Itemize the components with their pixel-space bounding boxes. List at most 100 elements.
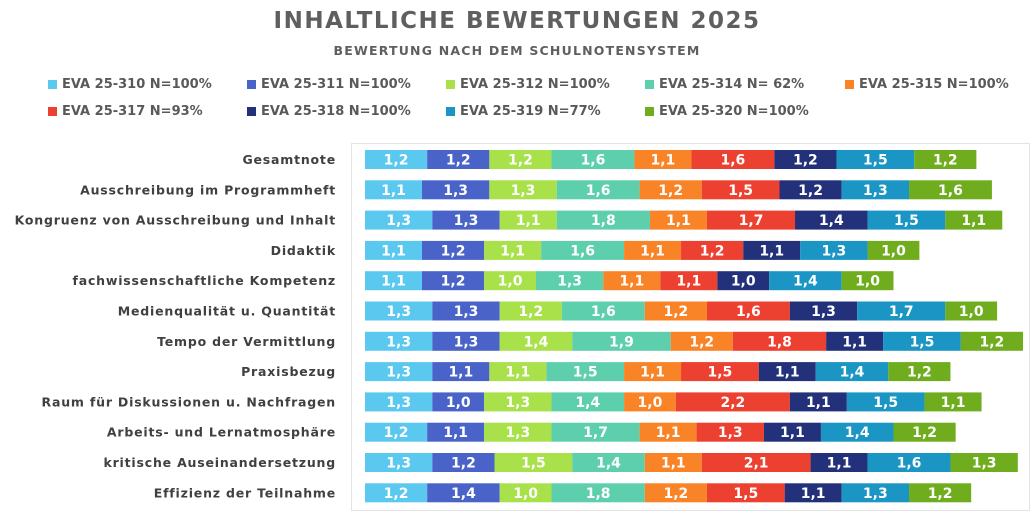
bar-segment <box>841 180 910 200</box>
category-label: Gesamtnote <box>242 152 336 167</box>
bar-segment <box>556 210 650 230</box>
bar-segment <box>551 483 645 503</box>
bar-segment <box>541 240 625 260</box>
bar-segment <box>624 362 682 382</box>
bar-segment <box>365 453 433 472</box>
legend-swatch <box>446 106 455 116</box>
legend-item: EVA 25-319 N=77% <box>446 103 601 119</box>
bar-segment <box>499 483 552 503</box>
category-label: Raum für Diskussionen u. Nachfragen <box>42 394 336 409</box>
legend-label: EVA 25-319 N=77% <box>460 103 601 119</box>
legend-item: EVA 25-318 N=100% <box>247 103 411 119</box>
legend-label: EVA 25-318 N=100% <box>261 103 411 119</box>
bar-segment <box>535 271 604 291</box>
bar-segment <box>484 392 552 412</box>
bar-segment <box>743 240 801 260</box>
data-label: 1,3 <box>863 486 888 502</box>
data-label: 1,2 <box>793 153 818 169</box>
bar-segment <box>701 180 780 200</box>
data-label: 1,3 <box>454 304 479 320</box>
data-label: 1,5 <box>894 213 919 229</box>
bar-segment <box>779 180 842 200</box>
data-label: 1,1 <box>801 486 826 502</box>
bar-segment <box>365 301 433 321</box>
data-label: 1,8 <box>591 213 616 229</box>
data-label: 1,3 <box>454 334 479 350</box>
legend-item: EVA 25-310 N=100% <box>48 76 212 92</box>
data-label: 1,2 <box>518 304 543 320</box>
data-label: 1,1 <box>640 243 665 259</box>
bar-segment <box>691 150 775 169</box>
bar-segment <box>639 180 702 200</box>
data-label: 1,2 <box>384 153 409 169</box>
bar-segment <box>763 422 821 442</box>
legend-item: EVA 25-317 N=93% <box>48 103 203 119</box>
data-label: 1,7 <box>583 425 608 441</box>
chart-subtitle: BEWERTUNG NACH DEM SCHULNOTENSYSTEM <box>333 43 701 58</box>
data-label: 1,1 <box>827 456 852 472</box>
data-label: 1,6 <box>591 304 616 320</box>
category-label: Arbeits- und Lernatmosphäre <box>107 425 336 440</box>
bar-segment <box>960 331 1023 351</box>
bar-segment <box>365 240 422 260</box>
data-label: 1,4 <box>793 274 818 290</box>
bar-segment <box>484 422 552 442</box>
data-label: 1,3 <box>386 213 411 229</box>
bar-segment <box>701 453 811 472</box>
bar-segment <box>820 422 894 442</box>
bar-segment <box>945 301 998 321</box>
bar-segment <box>494 453 573 472</box>
category-label: Effizienz der Teilnahme <box>154 485 336 500</box>
category-label: Praxisbezug <box>241 364 336 379</box>
bar-segment <box>888 362 951 382</box>
data-label: 1,0 <box>731 274 756 290</box>
data-label: 1,1 <box>505 365 530 381</box>
data-label: 1,1 <box>656 425 681 441</box>
bar-segment <box>365 422 428 442</box>
bar-segment <box>893 422 956 442</box>
data-label: 1,4 <box>451 486 476 502</box>
bar-segment <box>365 150 428 169</box>
bar-segment <box>489 362 547 382</box>
legend-item: EVA 25-315 N=100% <box>845 76 1009 92</box>
category-label: fachwissenschaftliche Kompetenz <box>72 273 336 288</box>
data-label: 1,1 <box>961 213 986 229</box>
bar-segment <box>484 240 542 260</box>
legend-swatch <box>446 79 455 89</box>
legend-label: EVA 25-312 N=100% <box>460 76 610 92</box>
bar-segment <box>909 483 972 503</box>
legend-label: EVA 25-314 N= 62% <box>659 76 805 92</box>
data-label: 1,2 <box>798 183 823 199</box>
data-label: 1,2 <box>928 486 953 502</box>
data-label: 1,6 <box>581 153 606 169</box>
bar-segment <box>365 483 428 503</box>
legend-swatch <box>48 79 57 89</box>
data-label: 1,5 <box>521 456 546 472</box>
bar-segment <box>365 180 422 200</box>
data-label: 1,3 <box>386 334 411 350</box>
bar-segment <box>432 331 500 351</box>
bar-segment <box>706 210 796 230</box>
data-label: 1,4 <box>819 213 844 229</box>
data-label: 1,6 <box>938 183 963 199</box>
bar-segment <box>857 301 946 321</box>
legend-swatch <box>845 79 854 89</box>
legend-item: EVA 25-314 N= 62% <box>645 76 804 92</box>
data-label: 1,2 <box>441 243 466 259</box>
bar-segment <box>432 453 495 472</box>
legend-label: EVA 25-317 N=93% <box>62 103 203 119</box>
legend-label: EVA 25-311 N=100% <box>261 76 411 92</box>
data-label: 1,2 <box>933 153 958 169</box>
data-label: 1,6 <box>586 183 611 199</box>
data-label: 1,1 <box>381 274 406 290</box>
data-label: 1,4 <box>845 425 870 441</box>
bar-segment <box>810 453 868 472</box>
data-label: 1,6 <box>736 304 761 320</box>
bar-segment <box>421 240 485 260</box>
data-label: 1,0 <box>855 274 880 290</box>
data-label: 1,6 <box>720 153 745 169</box>
bar-segment <box>499 210 557 230</box>
data-label: 2,2 <box>720 395 745 411</box>
bar-segment <box>556 180 640 200</box>
chart-title: INHALTLICHE BEWERTUNGEN 2025 <box>273 8 761 34</box>
